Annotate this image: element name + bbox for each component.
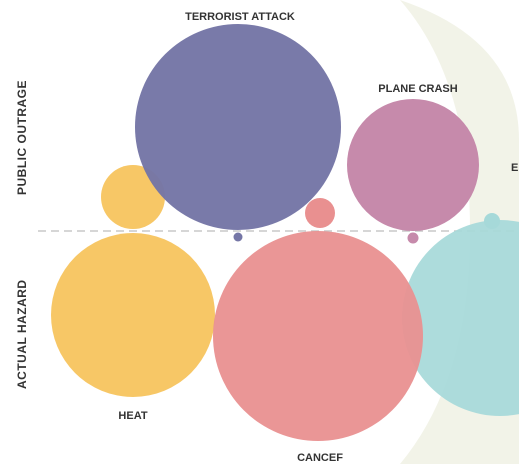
heat-bubble	[51, 233, 215, 397]
terrorist-attack-label: TERRORIST ATTACK	[185, 11, 295, 23]
heat-outrage-bubble	[101, 165, 165, 229]
partial-right-label: E	[511, 162, 518, 174]
plane-crash-label: PLANE CRASH	[378, 83, 458, 95]
cancer-outrage-bubble	[305, 198, 335, 228]
terrorist-attack-bubble	[135, 24, 341, 230]
plane-crash-bubble	[347, 99, 479, 231]
heat-label: HEAT	[118, 410, 147, 422]
terrorist-attack-hazard-dot	[233, 232, 243, 242]
partial-right-outrage-bubble	[484, 213, 500, 229]
cancer-bubble	[213, 231, 423, 441]
partial-right-bubble	[402, 220, 519, 416]
axis-label-lower: ACTUAL HAZARD	[15, 279, 29, 389]
axis-label-upper: PUBLIC OUTRAGE	[15, 80, 29, 195]
plane-crash-hazard-dot	[407, 232, 419, 244]
cancer-label: CANCEF	[297, 452, 343, 464]
